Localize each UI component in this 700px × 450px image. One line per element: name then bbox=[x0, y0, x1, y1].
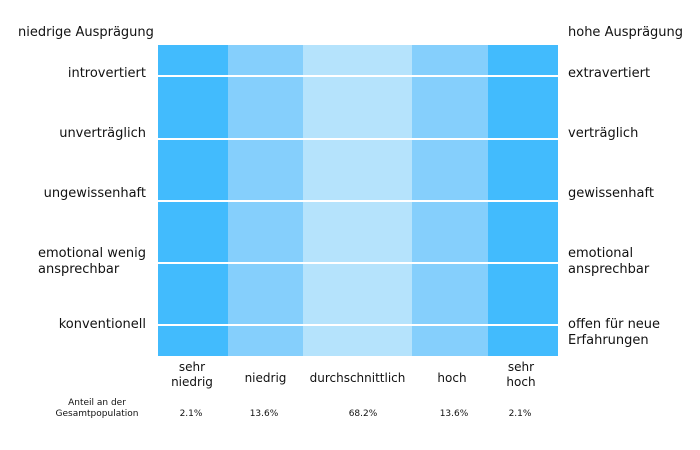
share-niedrig: 13.6% bbox=[249, 409, 279, 419]
population-share-label: Anteil an der Gesamtpopulation bbox=[55, 398, 139, 419]
category-label-hoch: hoch bbox=[437, 371, 467, 385]
trait-low-ungewissenhaft: ungewissenhaft bbox=[43, 186, 146, 201]
category-label-durchschnittlich: durchschnittlich bbox=[309, 371, 406, 385]
trait-low-introvertiert: introvertiert bbox=[67, 66, 146, 81]
high-expression-header: hohe Ausprägung bbox=[568, 25, 684, 40]
category-label-sehr-hoch: sehr hoch bbox=[506, 360, 536, 389]
trait-high-emotional: emotional ansprechbar bbox=[568, 246, 650, 277]
share-durchschnittlich: 68.2% bbox=[348, 409, 378, 419]
category-label-niedrig: niedrig bbox=[244, 371, 287, 385]
row-divider bbox=[158, 324, 558, 326]
row-divider bbox=[158, 75, 558, 77]
trait-low-emotional: emotional wenig ansprechbar bbox=[38, 246, 146, 277]
trait-high-gewissenhaft: gewissenhaft bbox=[568, 186, 654, 201]
trait-high-offen: offen für neue Erfahrungen bbox=[568, 317, 661, 348]
trait-low-unvertraeglich: unverträglich bbox=[59, 126, 146, 141]
share-sehr-niedrig: 2.1% bbox=[179, 409, 203, 419]
row-divider bbox=[158, 138, 558, 140]
trait-low-konventionell: konventionell bbox=[58, 317, 146, 332]
row-divider bbox=[158, 200, 558, 202]
low-expression-header: niedrige Ausprägung bbox=[18, 25, 154, 40]
share-hoch: 13.6% bbox=[439, 409, 469, 419]
row-divider bbox=[158, 262, 558, 264]
share-sehr-hoch: 2.1% bbox=[508, 409, 532, 419]
category-label-sehr-niedrig: sehr niedrig bbox=[171, 360, 213, 389]
trait-high-extravertiert: extravertiert bbox=[568, 66, 651, 81]
trait-high-vertraeglich: verträglich bbox=[568, 126, 639, 141]
